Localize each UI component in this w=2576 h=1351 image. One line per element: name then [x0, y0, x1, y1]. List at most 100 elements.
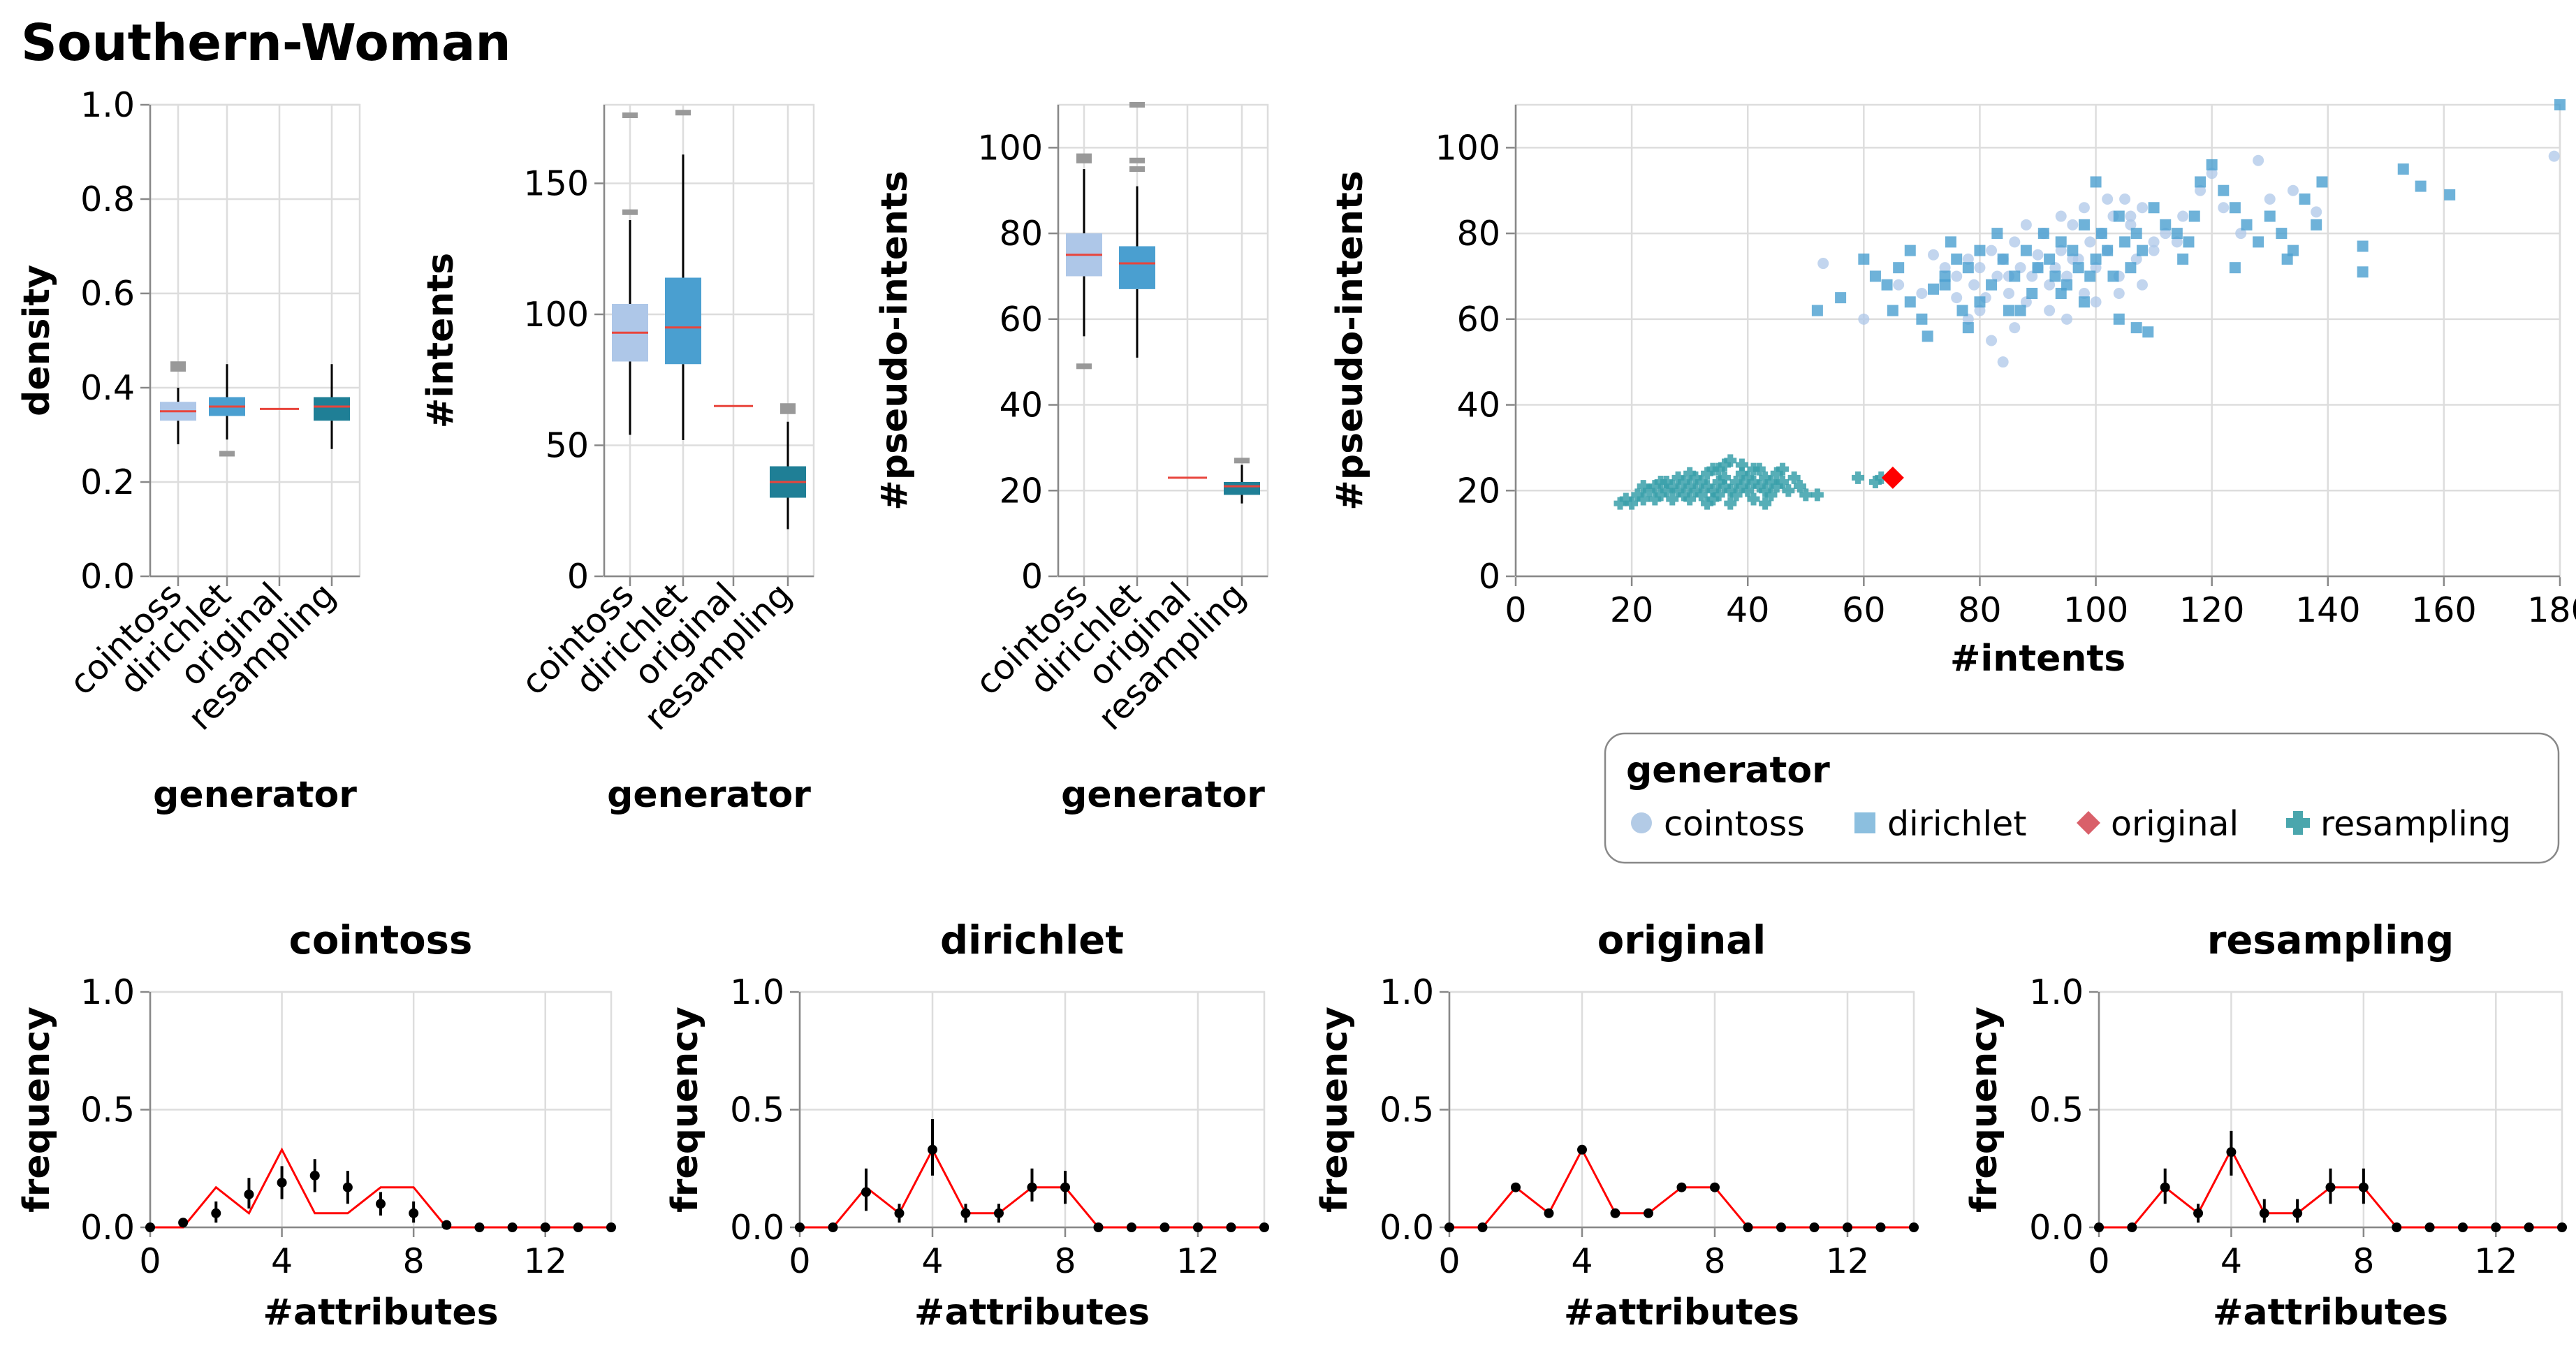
x-tick-label: 0: [139, 1241, 161, 1281]
resampling-point: [1689, 471, 1702, 484]
mean-point: [2491, 1222, 2501, 1232]
dirichlet-point: [2084, 270, 2096, 282]
mean-point: [1544, 1208, 1554, 1218]
dirichlet-point: [2078, 219, 2090, 231]
cointoss-point: [2084, 236, 2096, 248]
cointoss-point: [2119, 193, 2131, 205]
dirichlet-point: [2067, 244, 2079, 256]
y-tick-label: 1.0: [80, 85, 135, 125]
mean-point: [2292, 1208, 2303, 1218]
dirichlet-point: [2281, 253, 2293, 265]
x-tick-label: 8: [403, 1241, 425, 1281]
cointoss-outlier: [622, 209, 638, 215]
mean-point: [2094, 1222, 2104, 1232]
x-axis-title: #attributes: [2213, 1292, 2448, 1334]
mean-point: [573, 1222, 583, 1232]
y-tick-label: 0.6: [80, 274, 135, 314]
dirichlet-point: [2148, 202, 2160, 214]
resampling-point: [1718, 458, 1731, 472]
dirichlet-outlier: [219, 451, 235, 457]
dirichlet-outlier: [675, 110, 691, 116]
pseudo_intents-chart: 020406080100cointossdirichletoriginalres…: [874, 102, 1269, 816]
cointoss-point: [2130, 253, 2142, 265]
cointoss-outlier: [1076, 363, 1092, 370]
legend-symbol-diamond: [2077, 811, 2100, 835]
density-chart: 0.00.20.40.60.81.0cointossdirichletorigi…: [16, 85, 361, 816]
y-tick-label: 0.5: [80, 1090, 135, 1130]
y-tick-label: 100: [523, 295, 589, 335]
dirichlet-point: [2397, 163, 2409, 175]
resampling-point: [1770, 467, 1783, 480]
dirichlet-point: [2072, 262, 2084, 274]
dirichlet-point: [2090, 253, 2102, 265]
resampling-point: [1712, 488, 1725, 502]
dirichlet-point: [2357, 240, 2369, 252]
dirichlet-point: [1939, 279, 1951, 291]
mean-point: [1676, 1182, 1687, 1192]
dirichlet-point: [1962, 322, 1974, 334]
resampling-point: [1695, 488, 1708, 502]
dirichlet-point: [1922, 330, 1933, 342]
x-tick-label: 40: [1726, 590, 1769, 630]
legend-symbol-square: [1854, 812, 1875, 833]
cointoss-outlier: [622, 112, 638, 118]
dirichlet-point: [1986, 279, 1998, 291]
cointoss-point: [2177, 210, 2189, 222]
resampling-point: [1868, 476, 1882, 488]
cointoss-point: [1986, 335, 1998, 346]
cointoss-point: [2009, 236, 2021, 248]
resampling-point: [1747, 492, 1760, 506]
resampling-point: [1735, 458, 1748, 472]
cointoss-point: [2148, 244, 2160, 256]
x-axis-title: generator: [607, 774, 811, 816]
y-tick-label: 0.8: [80, 180, 135, 219]
cointoss-point: [2235, 228, 2247, 240]
resampling-point: [1712, 476, 1725, 488]
y-tick-label: 100: [1435, 128, 1500, 168]
cointoss-point: [1997, 356, 2009, 368]
legend-label: cointoss: [1664, 804, 1805, 844]
y-tick-label: 0.0: [730, 1208, 784, 1248]
mean-point: [828, 1222, 838, 1232]
dirichlet-point: [2107, 270, 2119, 282]
cointoss-point: [2548, 150, 2560, 162]
mean-point: [441, 1220, 452, 1230]
resampling-point: [1619, 492, 1632, 506]
dirichlet-point: [1962, 262, 1974, 274]
resampling-point: [1810, 488, 1824, 502]
mean-point: [2325, 1182, 2336, 1192]
cointoss-point: [2206, 168, 2218, 180]
cointoss-point: [1928, 249, 1939, 261]
dirichlet-point: [1916, 313, 1928, 325]
y-tick-label: 0.4: [80, 368, 135, 408]
y-axis-title: frequency: [1314, 1007, 1356, 1213]
x-tick-label: 140: [2295, 590, 2361, 630]
resampling-point: [1741, 471, 1755, 484]
resampling-point: [1724, 484, 1737, 497]
dirichlet-point: [1945, 236, 1956, 248]
cointoss-point: [2218, 202, 2230, 214]
panel-title: original: [1597, 918, 1766, 963]
resampling-point: [1706, 492, 1720, 506]
cointoss-point: [2020, 219, 2032, 231]
resampling-point: [1782, 484, 1795, 497]
resampling-point: [1729, 488, 1743, 502]
y-tick-label: 20: [1457, 471, 1500, 511]
dirichlet-point: [2055, 236, 2067, 248]
plot-frame: [1514, 103, 2561, 578]
dirichlet-point: [2229, 262, 2241, 274]
cointoss-point: [1916, 288, 1928, 299]
x-tick-label: 12: [2474, 1241, 2517, 1281]
plot-frame: [1057, 103, 1269, 578]
x-axis-title: #attributes: [914, 1292, 1150, 1334]
dirichlet-point: [2311, 219, 2322, 231]
y-tick-label: 80: [1457, 214, 1500, 254]
y-axis-title: #pseudo-intents: [1329, 170, 1371, 510]
resampling-point: [1683, 492, 1697, 506]
dirichlet-point: [2026, 288, 2038, 299]
legend-box: [1604, 732, 2560, 864]
cointoss-point: [2061, 270, 2073, 282]
dirichlet-point: [1887, 305, 1898, 316]
x-tick-label: 12: [1176, 1241, 1220, 1281]
